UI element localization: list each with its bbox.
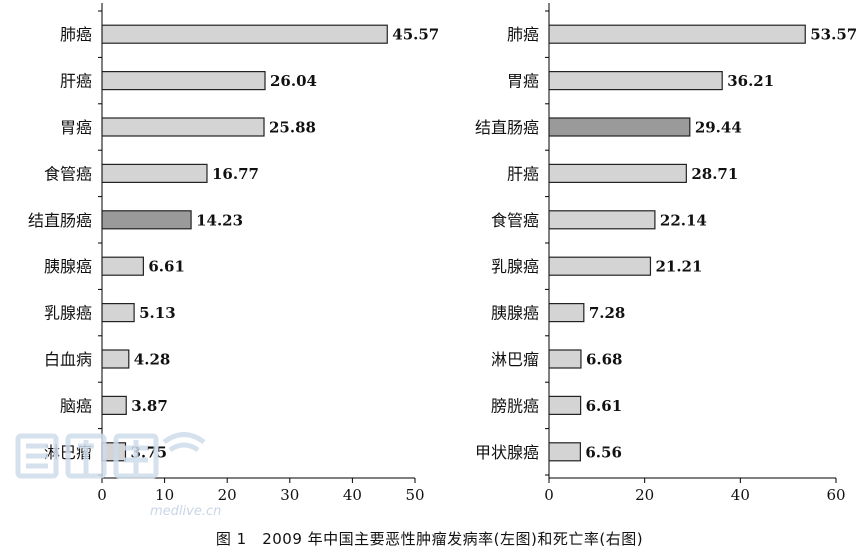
category-label: 膀胱癌 bbox=[491, 396, 539, 415]
data-label: 53.57 bbox=[810, 26, 857, 44]
category-label: 胃癌 bbox=[507, 72, 539, 91]
category-label: 胃癌 bbox=[60, 118, 92, 137]
data-label: 16.77 bbox=[212, 165, 259, 183]
data-label: 7.28 bbox=[589, 304, 626, 322]
category-label: 食管癌 bbox=[491, 211, 539, 230]
category-label: 脑癌 bbox=[60, 396, 92, 415]
category-label: 肝癌 bbox=[60, 72, 92, 91]
data-label: 6.56 bbox=[585, 443, 622, 461]
category-label: 淋巴瘤 bbox=[491, 350, 539, 369]
bar bbox=[548, 256, 652, 276]
category-label: 食管癌 bbox=[44, 164, 92, 183]
category-label: 肝癌 bbox=[507, 164, 539, 183]
bar bbox=[101, 256, 144, 276]
x-tick-label: 0 bbox=[97, 486, 107, 504]
data-label: 4.28 bbox=[134, 351, 171, 369]
category-label: 淋巴瘤 bbox=[44, 443, 92, 462]
bar bbox=[548, 210, 656, 230]
x-tick-label: 10 bbox=[155, 486, 174, 504]
data-label: 3.87 bbox=[131, 397, 168, 415]
data-label: 14.23 bbox=[196, 211, 243, 229]
x-tick-label: 30 bbox=[280, 486, 299, 504]
x-tick-label: 40 bbox=[731, 486, 750, 504]
data-label: 6.61 bbox=[148, 258, 185, 276]
bar bbox=[548, 349, 582, 369]
bar bbox=[101, 163, 208, 183]
category-label: 肺癌 bbox=[60, 25, 92, 44]
data-label: 3.75 bbox=[130, 443, 167, 461]
x-tick-label: 20 bbox=[635, 486, 654, 504]
category-label: 胰腺癌 bbox=[491, 304, 539, 323]
bar bbox=[101, 24, 388, 44]
bar bbox=[101, 303, 135, 323]
data-label: 5.13 bbox=[139, 304, 176, 322]
bar bbox=[101, 117, 265, 137]
category-label: 结直肠癌 bbox=[475, 118, 539, 137]
category-label: 胰腺癌 bbox=[44, 257, 92, 276]
category-label: 甲状腺癌 bbox=[475, 443, 539, 462]
bar bbox=[548, 303, 585, 323]
bar bbox=[548, 442, 581, 462]
category-label: 乳腺癌 bbox=[491, 257, 539, 276]
data-label: 45.57 bbox=[392, 26, 439, 44]
data-label: 6.61 bbox=[586, 397, 623, 415]
bar bbox=[101, 442, 127, 462]
bar bbox=[101, 395, 127, 415]
data-label: 25.88 bbox=[269, 119, 316, 137]
x-tick-label: 40 bbox=[343, 486, 362, 504]
bar bbox=[101, 349, 130, 369]
category-label: 乳腺癌 bbox=[44, 304, 92, 323]
incidence-chart: 肺癌 45.57 肝癌 26.04 胃癌 25.88 食管癌 16.77 结直肠癌 14.23 胰腺… bbox=[28, 3, 439, 504]
category-label: 肺癌 bbox=[507, 25, 539, 44]
data-label: 26.04 bbox=[270, 72, 317, 90]
data-label: 29.44 bbox=[695, 119, 742, 137]
category-label: 白血病 bbox=[44, 350, 92, 369]
bar bbox=[548, 117, 691, 137]
watermark-text: medlive.cn bbox=[150, 504, 222, 519]
bar bbox=[548, 395, 582, 415]
x-tick-label: 20 bbox=[218, 486, 237, 504]
data-label: 21.21 bbox=[655, 258, 702, 276]
data-label: 28.71 bbox=[691, 165, 738, 183]
category-label: 结直肠癌 bbox=[28, 211, 92, 230]
bar bbox=[548, 24, 806, 44]
data-label: 22.14 bbox=[660, 211, 707, 229]
mortality-chart: 肺癌 53.57 胃癌 36.21 结直肠癌 29.44 肝癌 28.71 食管癌 22.14 乳腺… bbox=[475, 3, 857, 504]
x-tick-label: 60 bbox=[826, 486, 845, 504]
bar bbox=[548, 163, 687, 183]
x-tick-label: 50 bbox=[405, 486, 424, 504]
bar bbox=[101, 210, 192, 230]
bar bbox=[548, 70, 723, 91]
x-tick-label: 0 bbox=[544, 486, 554, 504]
bar bbox=[101, 70, 266, 91]
figure-caption: 图 1 2009 年中国主要恶性肿瘤发病率(左图)和死亡率(右图) bbox=[215, 530, 644, 548]
data-label: 6.68 bbox=[586, 351, 623, 369]
data-label: 36.21 bbox=[727, 72, 774, 90]
